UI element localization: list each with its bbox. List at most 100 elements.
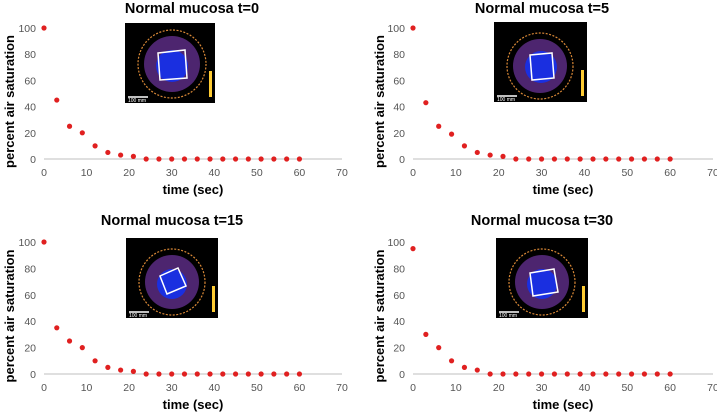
- data-point: [296, 156, 303, 162]
- data-point: [513, 156, 519, 162]
- data-point: [169, 371, 175, 377]
- x-tick-label: 60: [664, 382, 676, 394]
- data-point: [271, 371, 277, 377]
- data-point: [654, 156, 660, 162]
- x-tick-label: 60: [294, 382, 306, 394]
- data-point: [245, 371, 251, 377]
- inset-roi-square: [529, 52, 555, 81]
- plot-area: 0 20 40 60 80 100 0 10 20 30 40 50 60 70 time (sec) per…: [372, 23, 717, 197]
- inset-ring: [138, 248, 206, 316]
- inset-core: [527, 269, 557, 299]
- x-tick-label: 20: [123, 167, 135, 179]
- data-point: [118, 367, 124, 373]
- data-point: [526, 156, 532, 162]
- x-tick-label: 70: [707, 382, 717, 394]
- data-point: [448, 358, 455, 364]
- data-point: [245, 156, 251, 162]
- y-axis-label: percent air saturation: [372, 249, 387, 382]
- y-tick-label: 80: [24, 263, 36, 275]
- plot-area: 0 20 40 60 80 100 0 10 20 30 40 50 60 70 time (sec) per…: [2, 23, 348, 197]
- data-point: [628, 371, 635, 377]
- data-point: [271, 156, 277, 162]
- data-point: [118, 152, 124, 158]
- inset-colorbar: [582, 286, 585, 312]
- y-tick-label: 60: [24, 75, 36, 87]
- data-point: [92, 358, 98, 364]
- x-tick-label: 70: [336, 382, 348, 394]
- x-tick-label: 30: [536, 382, 548, 394]
- inset-colorbar: [581, 70, 584, 96]
- y-tick-label: 20: [24, 128, 36, 140]
- x-tick-label: 30: [166, 382, 178, 394]
- x-tick-label: 10: [81, 167, 93, 179]
- panel-t30: Normal mucosa t=30 0 20 40 60 80 100 0 10 20 30 40…: [372, 213, 717, 412]
- data-point: [590, 156, 596, 162]
- data-point: [105, 149, 111, 156]
- data-point: [105, 364, 111, 370]
- data-point: [603, 371, 609, 377]
- data-point: [194, 156, 200, 162]
- data-point: [79, 345, 85, 351]
- data-point: [181, 156, 188, 162]
- y-axis-label: percent air saturation: [2, 249, 17, 382]
- plot-area: 0 20 40 60 80 100 0 10 20 30 40 50 60 70 time (sec) per…: [2, 237, 348, 412]
- x-tick-label: 60: [294, 167, 306, 179]
- x-tick-label: 70: [707, 167, 717, 179]
- data-point: [551, 371, 558, 377]
- inset-roi-square: [159, 267, 187, 295]
- data-point: [616, 156, 622, 162]
- y-tick-label: 0: [399, 369, 405, 381]
- data-point: [66, 338, 73, 344]
- y-axis-label: percent air saturation: [2, 35, 17, 168]
- y-tick-label: 80: [393, 263, 405, 275]
- data-point: [654, 371, 660, 377]
- data-point: [667, 156, 673, 162]
- data-point: [628, 156, 635, 162]
- data-point: [487, 152, 493, 158]
- y-tick-label: 20: [24, 343, 36, 355]
- y-tick-label: 80: [393, 49, 405, 61]
- data-point: [423, 100, 429, 106]
- inset-core: [156, 50, 188, 82]
- inset-scale-label: 100 mm: [497, 97, 515, 103]
- data-point: [232, 371, 239, 377]
- inset-core: [157, 269, 187, 299]
- panel-t0: Normal mucosa t=0 0 20 40 60 80 100 0 10 20 30 40 5…: [2, 1, 348, 197]
- y-tick-label: 80: [24, 49, 36, 61]
- x-tick-label: 50: [621, 382, 633, 394]
- inset-ring: [506, 32, 574, 100]
- y-tick-label: 20: [393, 343, 405, 355]
- data-point: [526, 371, 532, 377]
- x-tick-label: 10: [81, 382, 93, 394]
- panel-t15: Normal mucosa t=15 0 20 40 60 80 100 0 10 20 30 40…: [2, 213, 348, 412]
- data-point: [500, 153, 506, 159]
- chart-title: Normal mucosa t=30: [471, 213, 613, 229]
- y-tick-label: 0: [399, 154, 405, 166]
- inset-image: 100 mm: [496, 238, 588, 319]
- x-tick-label: 60: [664, 167, 676, 179]
- data-point: [564, 156, 570, 162]
- x-tick-label: 0: [410, 382, 416, 394]
- data-point: [207, 371, 213, 377]
- inset-colorbar: [209, 71, 212, 97]
- x-tick-label: 40: [208, 382, 220, 394]
- x-tick-label: 50: [251, 167, 263, 179]
- y-tick-label: 20: [393, 128, 405, 140]
- data-point: [232, 156, 239, 162]
- data-point: [667, 371, 673, 377]
- data-point: [564, 371, 570, 377]
- y-tick-label: 40: [24, 316, 36, 328]
- data-point: [487, 371, 493, 377]
- inset-ring: [508, 248, 576, 316]
- x-axis-label: time (sec): [533, 182, 594, 197]
- y-tick-label: 100: [387, 23, 405, 35]
- data-point: [143, 156, 149, 162]
- data-point: [220, 156, 226, 162]
- data-point: [156, 371, 162, 377]
- x-axis-label: time (sec): [533, 397, 594, 412]
- data-point: [41, 239, 47, 245]
- x-tick-label: 50: [251, 382, 263, 394]
- x-tick-label: 0: [41, 167, 47, 179]
- data-point: [207, 156, 213, 162]
